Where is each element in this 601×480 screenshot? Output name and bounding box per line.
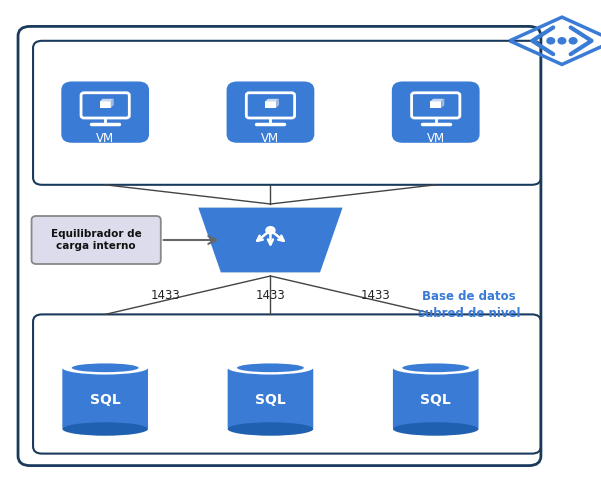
Polygon shape — [265, 101, 276, 108]
Text: Base de datos
subred de nivel: Base de datos subred de nivel — [418, 290, 520, 320]
Text: SQL: SQL — [90, 393, 121, 407]
Ellipse shape — [393, 361, 478, 374]
Circle shape — [266, 227, 275, 234]
Text: VM: VM — [96, 132, 114, 145]
Text: VM: VM — [261, 132, 279, 145]
Polygon shape — [100, 99, 114, 101]
FancyBboxPatch shape — [63, 368, 148, 429]
FancyBboxPatch shape — [393, 368, 478, 429]
Text: VM: VM — [427, 132, 445, 145]
Polygon shape — [100, 101, 111, 108]
FancyBboxPatch shape — [61, 82, 149, 143]
Text: 1433: 1433 — [255, 288, 285, 302]
Text: SQL: SQL — [420, 393, 451, 407]
FancyBboxPatch shape — [227, 82, 314, 143]
Text: 1433: 1433 — [150, 288, 180, 302]
Text: SQL: SQL — [255, 393, 286, 407]
Circle shape — [569, 38, 577, 44]
Polygon shape — [430, 101, 441, 108]
FancyBboxPatch shape — [228, 368, 313, 429]
Ellipse shape — [402, 363, 469, 372]
Ellipse shape — [63, 422, 148, 436]
Ellipse shape — [63, 361, 148, 374]
Polygon shape — [276, 99, 279, 108]
Polygon shape — [111, 99, 114, 108]
Polygon shape — [441, 99, 444, 108]
Text: 1433: 1433 — [361, 288, 391, 302]
Polygon shape — [198, 208, 343, 273]
Circle shape — [547, 38, 555, 44]
Ellipse shape — [393, 422, 478, 436]
Text: Equilibrador de
carga interno: Equilibrador de carga interno — [51, 229, 141, 251]
Polygon shape — [265, 99, 279, 101]
FancyBboxPatch shape — [392, 82, 480, 143]
Ellipse shape — [237, 363, 304, 372]
Ellipse shape — [72, 363, 139, 372]
Ellipse shape — [228, 422, 313, 436]
FancyBboxPatch shape — [32, 216, 161, 264]
Polygon shape — [430, 99, 444, 101]
Circle shape — [558, 38, 566, 44]
Ellipse shape — [228, 361, 313, 374]
